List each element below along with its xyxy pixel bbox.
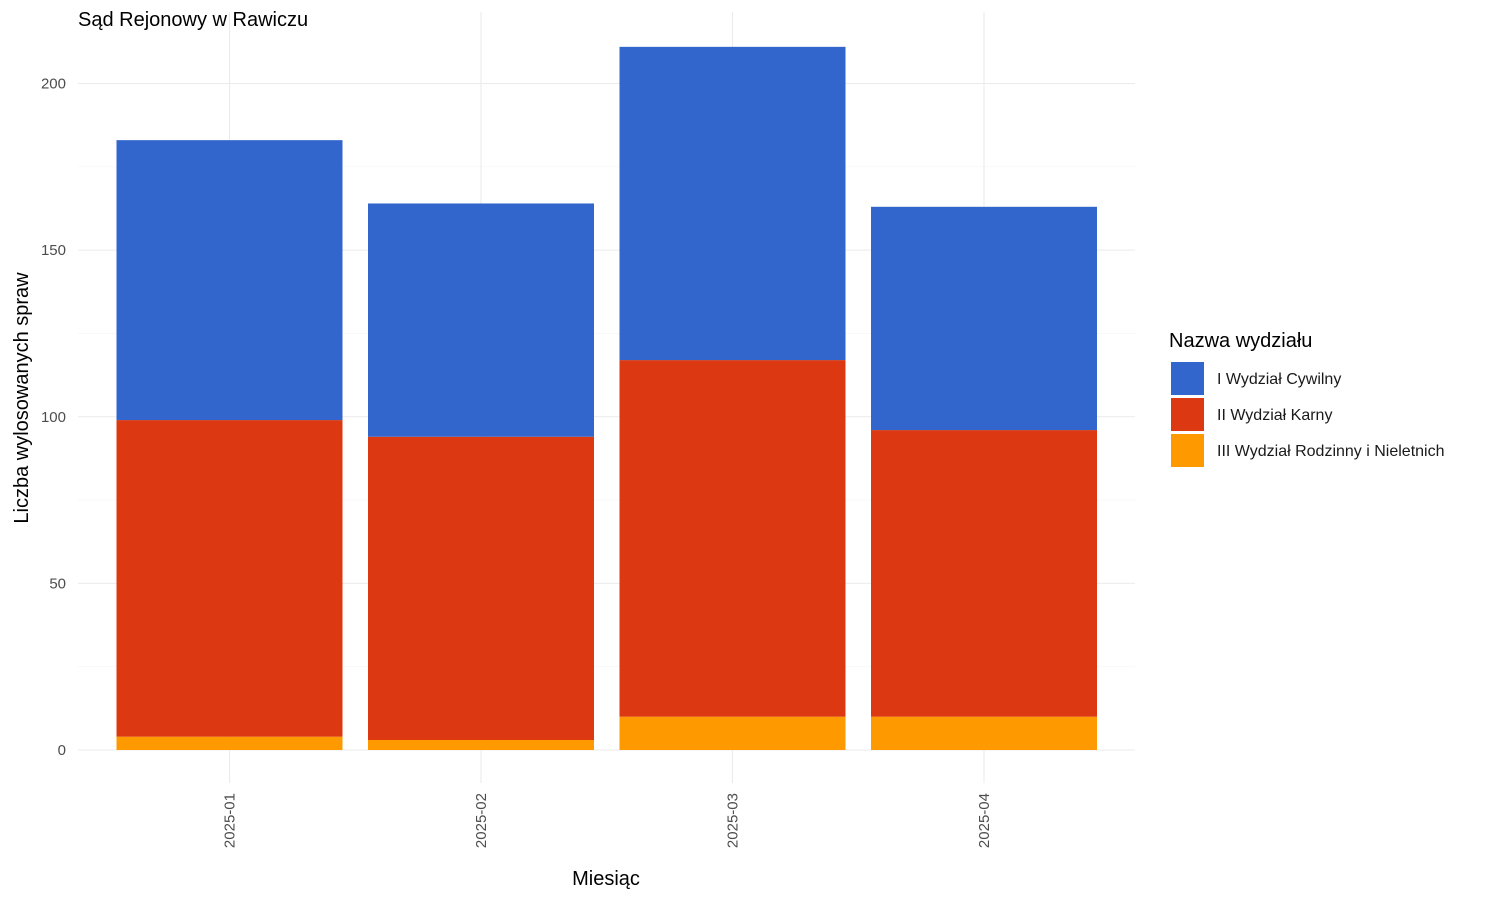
bar-iii-wydzial-rodzinny-i-nieletnich-2025-04 [871,716,1097,750]
x-tick-label: 2025-03 [725,793,742,848]
y-axis-title: Liczba wylosowanych spraw [11,272,33,524]
bar-iii-wydzial-rodzinny-i-nieletnich-2025-01 [116,736,343,750]
legend: Nazwa wydziału I Wydział Cywilny II Wydzi… [1169,330,1445,467]
y-axis-tick-labels: 0 50 100 150 200 [41,76,66,760]
legend-key-iii-wydzial-rodzinny-i-nieletnich [1171,434,1204,467]
bar-iii-wydzial-rodzinny-i-nieletnich-2025-02 [368,740,594,750]
y-tick-label: 100 [41,409,66,426]
legend-label-iii-wydzial-rodzinny-i-nieletnich: III Wydział Rodzinny i Nieletnich [1217,443,1445,460]
legend-label-i-wydzial-cywilny: I Wydział Cywilny [1217,371,1341,388]
y-tick-label: 200 [41,76,66,93]
x-axis-title: Miesiąc [572,868,640,890]
bar-ii-wydzial-karny-2025-04 [871,430,1097,717]
legend-key-i-wydzial-cywilny [1171,362,1204,395]
bar-iii-wydzial-rodzinny-i-nieletnich-2025-03 [619,716,846,750]
y-tick-label: 150 [41,242,66,259]
x-tick-label: 2025-01 [222,793,239,848]
x-axis-tick-labels: 2025-01 2025-02 2025-03 2025-04 [222,793,994,848]
chart-title: Sąd Rejonowy w Rawiczu [78,9,308,31]
bar-i-wydzial-cywilny-2025-01 [116,140,343,421]
bar-i-wydzial-cywilny-2025-02 [368,203,594,437]
y-tick-label: 50 [49,575,66,592]
legend-key-ii-wydzial-karny [1171,398,1204,431]
bar-i-wydzial-cywilny-2025-03 [619,46,846,361]
bar-ii-wydzial-karny-2025-03 [619,360,846,717]
legend-title: Nazwa wydziału [1169,330,1312,352]
bars [116,46,1097,750]
legend-label-ii-wydzial-karny: II Wydział Karny [1217,407,1332,424]
bar-i-wydzial-cywilny-2025-04 [871,206,1097,431]
bar-ii-wydzial-karny-2025-02 [368,436,594,741]
x-tick-label: 2025-02 [473,793,490,848]
bar-ii-wydzial-karny-2025-01 [116,420,343,737]
y-tick-label: 0 [58,742,66,759]
x-tick-label: 2025-04 [976,793,993,848]
